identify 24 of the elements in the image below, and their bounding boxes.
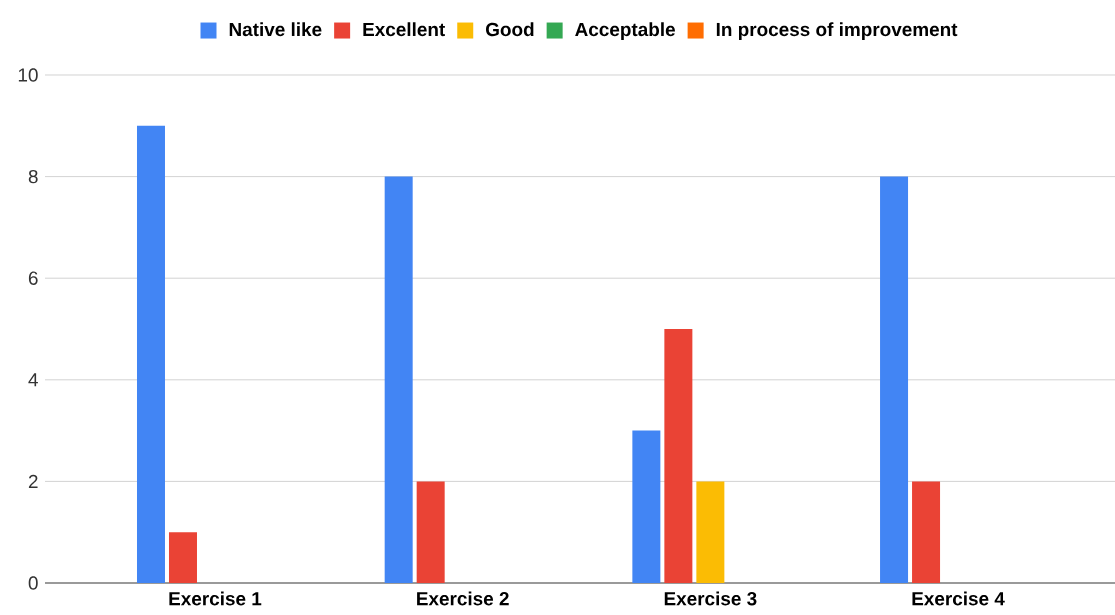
- x-tick-label: Exercise 2: [417, 591, 509, 606]
- bar: [880, 176, 909, 583]
- y-tick-label: 0: [28, 576, 38, 590]
- legend-label: Acceptable: [575, 22, 675, 40]
- bar: [912, 481, 941, 583]
- y-tick-label: 10: [18, 68, 38, 82]
- bar: [168, 532, 197, 583]
- y-tick-label: 2: [28, 474, 38, 489]
- x-tick-label: Exercise 1: [169, 591, 262, 606]
- legend-label: Good: [486, 22, 534, 37]
- bar: [136, 125, 165, 583]
- y-tick-label: 8: [28, 169, 38, 184]
- x-tick-label: Exercise 4: [912, 591, 1005, 606]
- bar: [696, 481, 725, 583]
- x-tick-label: Exercise 3: [664, 591, 757, 606]
- legend-label: Native like: [229, 22, 322, 37]
- legend-label: In process of improvement: [716, 22, 958, 40]
- y-tick-label: 6: [28, 271, 38, 285]
- y-tick-label: 4: [28, 373, 38, 387]
- legend-label: Excellent: [363, 22, 445, 37]
- bar: [632, 430, 661, 583]
- bar: [664, 329, 693, 583]
- bar: [416, 481, 445, 583]
- bar: [384, 176, 413, 583]
